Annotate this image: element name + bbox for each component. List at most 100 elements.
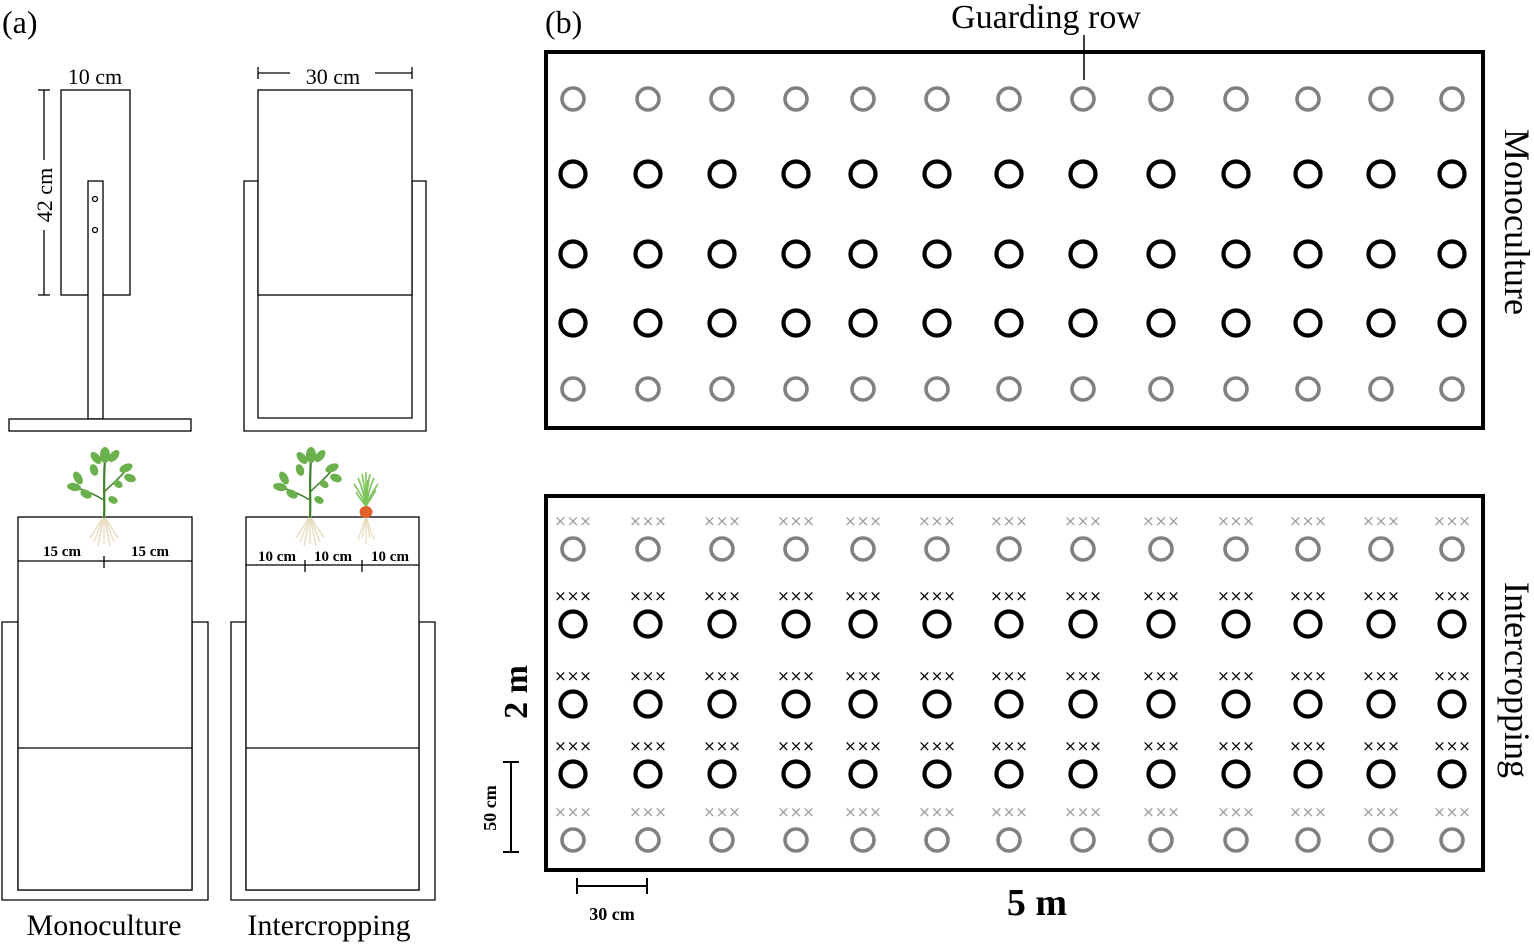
crop-plant [848, 689, 878, 719]
intercrop-mark: ××× [1142, 512, 1180, 530]
row-spacing-bar [503, 761, 519, 853]
intercrop-mark: ××× [1064, 667, 1102, 685]
guard-plant [1439, 86, 1465, 112]
leaf [314, 450, 326, 462]
guard-plant [996, 536, 1022, 562]
intercrop-mark: ××× [1289, 667, 1327, 685]
guard-plant [709, 86, 735, 112]
leaf [108, 496, 118, 504]
crop-plant [1366, 239, 1396, 269]
blades [353, 472, 379, 507]
intercrop-mark: ××× [1142, 667, 1180, 685]
crop-plant [994, 239, 1024, 269]
guard-plant [1070, 376, 1096, 402]
dim-width-inter-line [257, 67, 413, 79]
mono-plot [558, 86, 1467, 402]
inter-board [243, 89, 427, 432]
crop-plant [848, 159, 878, 189]
crop-plant [558, 689, 588, 719]
crop-plant [848, 609, 878, 639]
inter-spacing-3: 10 cm [371, 549, 409, 565]
crop-plant [922, 759, 952, 789]
crop-plant [1068, 759, 1098, 789]
crop-plant [848, 239, 878, 269]
guard-plant [1070, 536, 1096, 562]
crop-plant [707, 609, 737, 639]
guard-plant [850, 86, 876, 112]
guard-plant [560, 86, 586, 112]
dim-height-label: 42 cm [32, 168, 57, 222]
intercrop-mark: ××× [1217, 667, 1255, 685]
inter-root-box [230, 516, 436, 901]
intercrop-mark: ××× [703, 803, 741, 821]
guard-plant [850, 536, 876, 562]
stem [102, 459, 107, 519]
mono-board [8, 89, 192, 432]
intercrop-mark: ××× [1362, 667, 1400, 685]
leaf [124, 473, 136, 483]
intercrop-mark: ××× [629, 667, 667, 685]
intercrop-mark: ××× [1217, 803, 1255, 821]
guard-plant [1368, 376, 1394, 402]
intercrop-mark: ××× [844, 512, 882, 530]
crop-plant [558, 308, 588, 338]
intercrop-mark: ××× [1064, 803, 1102, 821]
mono-spacing-left: 15 cm [43, 544, 81, 560]
mono-root-box [1, 516, 209, 901]
caption-monoculture: Monoculture [27, 909, 182, 942]
dim-width-inter: 30 cm [306, 64, 360, 89]
inter-board-panel [257, 89, 413, 296]
leaf [286, 489, 298, 499]
crop-plant [1068, 239, 1098, 269]
stem [308, 459, 313, 519]
guard-plant [1295, 86, 1321, 112]
crop-plant [558, 609, 588, 639]
guard-plant [635, 536, 661, 562]
intercrop-mark: ××× [1362, 587, 1400, 605]
crop-plant [1293, 689, 1323, 719]
crop-plant [848, 759, 878, 789]
crop-plant [1366, 159, 1396, 189]
crop-plant [633, 689, 663, 719]
crop-plant [707, 759, 737, 789]
guard-plant [1295, 376, 1321, 402]
guard-plant [1368, 536, 1394, 562]
intercrop-mark: ××× [1064, 512, 1102, 530]
intercrop-mark: ××× [629, 803, 667, 821]
roots [89, 515, 119, 547]
guard-plant [924, 86, 950, 112]
intercrop-mark: ××× [1142, 803, 1180, 821]
crop-plant [1366, 609, 1396, 639]
roots [357, 515, 375, 544]
crop-plant [707, 239, 737, 269]
crop-plant [1146, 609, 1176, 639]
intercrop-mark: ××× [1289, 512, 1327, 530]
guard-plant [1223, 86, 1249, 112]
crop-plant [1437, 308, 1467, 338]
intercrop-mark: ××× [629, 587, 667, 605]
crop-plant [1366, 689, 1396, 719]
guard-plant [996, 827, 1022, 853]
intercrop-mark: ××× [629, 737, 667, 755]
guard-plant [850, 376, 876, 402]
intercrop-mark: ××× [990, 512, 1028, 530]
intercrop-mark: ××× [777, 737, 815, 755]
guard-plant [783, 536, 809, 562]
guard-plant [1148, 376, 1174, 402]
crop-plant [781, 609, 811, 639]
leaf [296, 452, 308, 464]
crop-plant [1146, 759, 1176, 789]
intercrop-mark: ××× [1217, 512, 1255, 530]
intercrop-mark: ××× [844, 737, 882, 755]
soybean-plant-mono [67, 447, 136, 547]
crop-plant [1146, 159, 1176, 189]
crop-plant [922, 689, 952, 719]
intercrop-mark: ××× [918, 587, 956, 605]
intercrop-mark: ××× [554, 803, 592, 821]
crop-plant [1293, 759, 1323, 789]
plot-height-label: 2 m [498, 665, 535, 719]
crop-plant [1146, 689, 1176, 719]
guard-plant [996, 376, 1022, 402]
dim-width-mono: 10 cm [68, 64, 122, 89]
guard-plant [709, 376, 735, 402]
